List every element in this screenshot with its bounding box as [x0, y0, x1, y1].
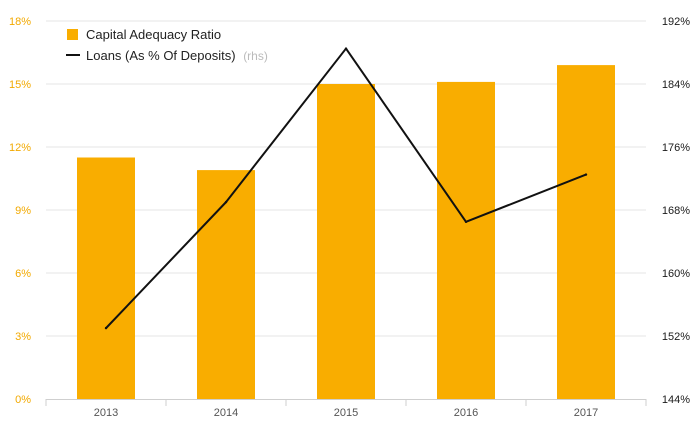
x-tick-label: 2017 [574, 407, 598, 419]
legend-label-loans: Loans (As % Of Deposits) (rhs) [86, 48, 268, 63]
bar-2017 [557, 65, 615, 399]
right-y-axis: 144% 152% 160% 168% 176% 184% 192% [662, 16, 690, 406]
x-tick-label: 2016 [454, 407, 478, 419]
legend: Capital Adequacy Ratio Loans (As % Of De… [66, 27, 268, 63]
legend-label-capital-adequacy: Capital Adequacy Ratio [86, 27, 221, 42]
line-point-2016 [464, 220, 468, 224]
left-tick-label: 0% [15, 394, 31, 406]
left-tick-label: 3% [15, 331, 31, 343]
left-tick-label: 9% [15, 205, 31, 217]
right-tick-label: 176% [662, 142, 690, 154]
legend-swatch-capital-adequacy [67, 29, 78, 40]
bar-2016 [437, 81, 495, 400]
left-tick-label: 6% [15, 268, 31, 280]
x-tick-label: 2014 [214, 407, 238, 419]
line-point-2013 [104, 326, 108, 330]
x-tick-label: 2013 [94, 407, 118, 419]
x-tick-label: 2015 [334, 407, 358, 419]
right-tick-label: 152% [662, 331, 690, 343]
line-point-2015 [344, 47, 348, 50]
right-tick-label: 184% [662, 79, 690, 91]
bar-series [77, 65, 615, 400]
right-tick-label: 144% [662, 394, 690, 406]
line-series [104, 47, 588, 330]
line-point-2014 [224, 200, 228, 204]
right-tick-label: 160% [662, 268, 690, 280]
legend-label-loans-name: Loans (As % Of Deposits) [86, 48, 236, 63]
right-tick-label: 168% [662, 205, 690, 217]
legend-label-rhs: (rhs) [243, 49, 268, 63]
x-axis: 2013 2014 2015 2016 2017 [45, 399, 647, 419]
left-tick-label: 12% [9, 142, 31, 154]
bar-2014 [197, 170, 255, 399]
bar-2015 [317, 84, 375, 399]
right-tick-label: 192% [662, 16, 690, 28]
left-y-axis: 0% 3% 6% 9% 12% 15% 18% [9, 16, 31, 406]
left-tick-label: 18% [9, 16, 31, 28]
left-tick-label: 15% [9, 79, 31, 91]
line-point-2017 [584, 173, 588, 176]
bar-2013 [77, 157, 135, 399]
